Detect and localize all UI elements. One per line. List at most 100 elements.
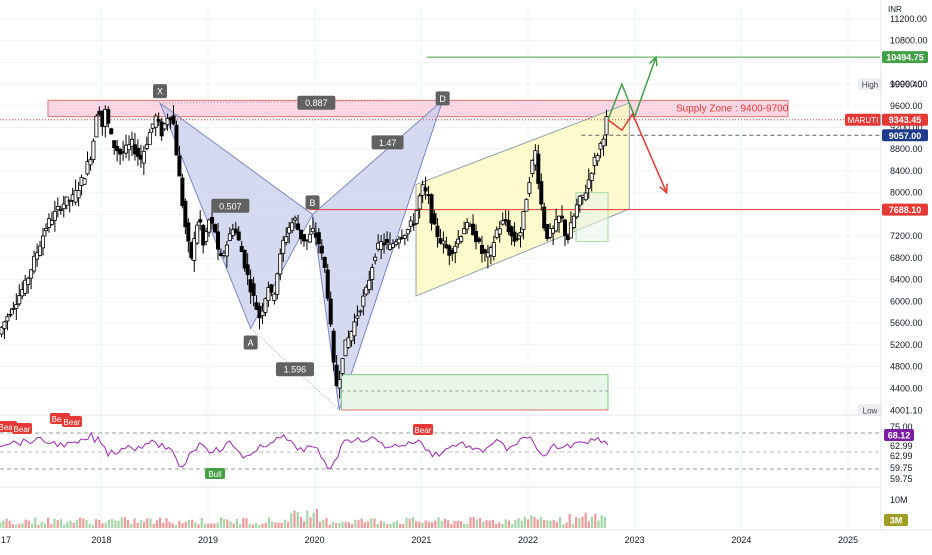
rsi-tick-6299-b: 62.99 bbox=[890, 451, 913, 461]
volume-bar bbox=[299, 516, 302, 528]
point-x-label: X bbox=[157, 87, 163, 97]
last-price-tag-bg bbox=[882, 113, 928, 126]
y-tick-label: 9200.00 bbox=[890, 123, 923, 133]
candle-body bbox=[204, 231, 209, 242]
volume-bar bbox=[520, 520, 523, 528]
volume-bar bbox=[53, 518, 56, 528]
candle-body bbox=[411, 223, 416, 226]
volume-bar bbox=[408, 518, 411, 528]
volume-bar bbox=[226, 519, 229, 528]
volume-bar bbox=[123, 517, 126, 528]
volume-bar bbox=[168, 521, 171, 528]
volume-bar bbox=[459, 521, 462, 528]
volume-bar bbox=[581, 516, 584, 528]
volume-bar bbox=[98, 519, 101, 528]
bearish-projection-path bbox=[607, 112, 668, 194]
candle-body bbox=[405, 229, 410, 235]
volume-bar bbox=[223, 519, 226, 528]
volume-bar bbox=[392, 522, 395, 528]
bullish-arrowhead bbox=[649, 55, 658, 67]
ratio-bcd-label: 1.47 bbox=[379, 138, 397, 148]
candle-body bbox=[55, 206, 60, 211]
candle-body bbox=[85, 161, 90, 175]
candle-body bbox=[358, 310, 363, 313]
candle-body bbox=[604, 116, 609, 136]
rsi-tick-5975-a: 59.75 bbox=[890, 463, 913, 473]
volume-bar bbox=[91, 524, 94, 528]
volume-bar bbox=[511, 523, 514, 528]
volume-bar bbox=[31, 523, 34, 528]
volume-bar bbox=[303, 521, 306, 528]
volume-bar bbox=[171, 523, 174, 528]
volume-bar bbox=[251, 524, 254, 528]
candle-body bbox=[601, 138, 606, 147]
volume-bar bbox=[43, 523, 46, 528]
volume-bar bbox=[578, 518, 581, 528]
y-tick-label: 8000.00 bbox=[890, 188, 923, 198]
y-tick-label: 4400.00 bbox=[890, 383, 923, 393]
volume-bar bbox=[255, 523, 258, 528]
volume-bar bbox=[293, 510, 296, 528]
volume-bar bbox=[546, 520, 549, 528]
candle-body bbox=[162, 123, 167, 130]
candle-body bbox=[35, 252, 40, 260]
volume-bar bbox=[267, 517, 270, 528]
volume-bar bbox=[34, 517, 37, 528]
candle-body bbox=[340, 358, 345, 374]
volume-bar bbox=[597, 520, 600, 528]
candle-body bbox=[500, 220, 505, 225]
volume-value-tag: 3M bbox=[890, 516, 903, 526]
volume-bar bbox=[450, 524, 453, 528]
candle-body bbox=[207, 219, 212, 233]
candle-body bbox=[423, 187, 428, 192]
volume-bar bbox=[552, 520, 555, 528]
volume-tick-10m: 10M bbox=[890, 495, 908, 505]
supply-zone-label: Supply Zone : 9400-9700 bbox=[676, 103, 789, 114]
candle-body bbox=[29, 269, 34, 279]
volume-bar bbox=[242, 518, 245, 528]
volume-bar bbox=[245, 518, 248, 528]
volume-bar bbox=[287, 521, 290, 528]
volume-bar bbox=[66, 521, 69, 528]
volume-bar bbox=[370, 518, 373, 528]
high-tag: High bbox=[862, 81, 878, 90]
volume-bar bbox=[575, 517, 578, 528]
volume-bar bbox=[184, 521, 187, 528]
volume-bar bbox=[463, 523, 466, 528]
point-a-label-bg bbox=[243, 335, 258, 350]
volume-bar bbox=[539, 516, 542, 528]
rsi-tick-5975-b: 59.75 bbox=[890, 474, 913, 484]
candle-body bbox=[307, 233, 312, 243]
candle-body bbox=[402, 235, 407, 239]
volume-bar bbox=[498, 522, 501, 528]
candle-body bbox=[521, 211, 526, 230]
x-tick-label: 2021 bbox=[411, 535, 431, 545]
y-tick-label: 6800.00 bbox=[890, 253, 923, 263]
candle-body bbox=[414, 210, 419, 224]
ratio-xab-label: 0.507 bbox=[219, 201, 242, 211]
volume-bar bbox=[421, 522, 424, 528]
volume-bar bbox=[491, 519, 494, 528]
rsi-bull-label: Bull bbox=[208, 470, 222, 479]
volume-bar bbox=[331, 522, 334, 528]
volume-bar bbox=[136, 522, 139, 528]
volume-bar bbox=[603, 516, 606, 528]
candle-body bbox=[367, 279, 372, 290]
volume-bar bbox=[338, 522, 341, 528]
volume-bar bbox=[427, 521, 430, 528]
candle-body bbox=[213, 224, 218, 233]
candle-body bbox=[284, 236, 289, 243]
rsi-bear-label: Bear bbox=[52, 415, 69, 424]
candle-body bbox=[530, 159, 535, 174]
point-b-label: B bbox=[310, 198, 316, 208]
y-tick-label: 10000.00 bbox=[890, 79, 928, 89]
volume-bar bbox=[75, 519, 78, 528]
high-tag-bg bbox=[858, 78, 882, 91]
candle-body bbox=[141, 150, 146, 164]
volume-bar bbox=[11, 524, 14, 528]
y-tick-label: 6000.00 bbox=[890, 296, 923, 306]
x-tick-label: 17 bbox=[1, 535, 11, 545]
candle-body bbox=[509, 226, 514, 237]
volume-bar bbox=[239, 524, 242, 528]
